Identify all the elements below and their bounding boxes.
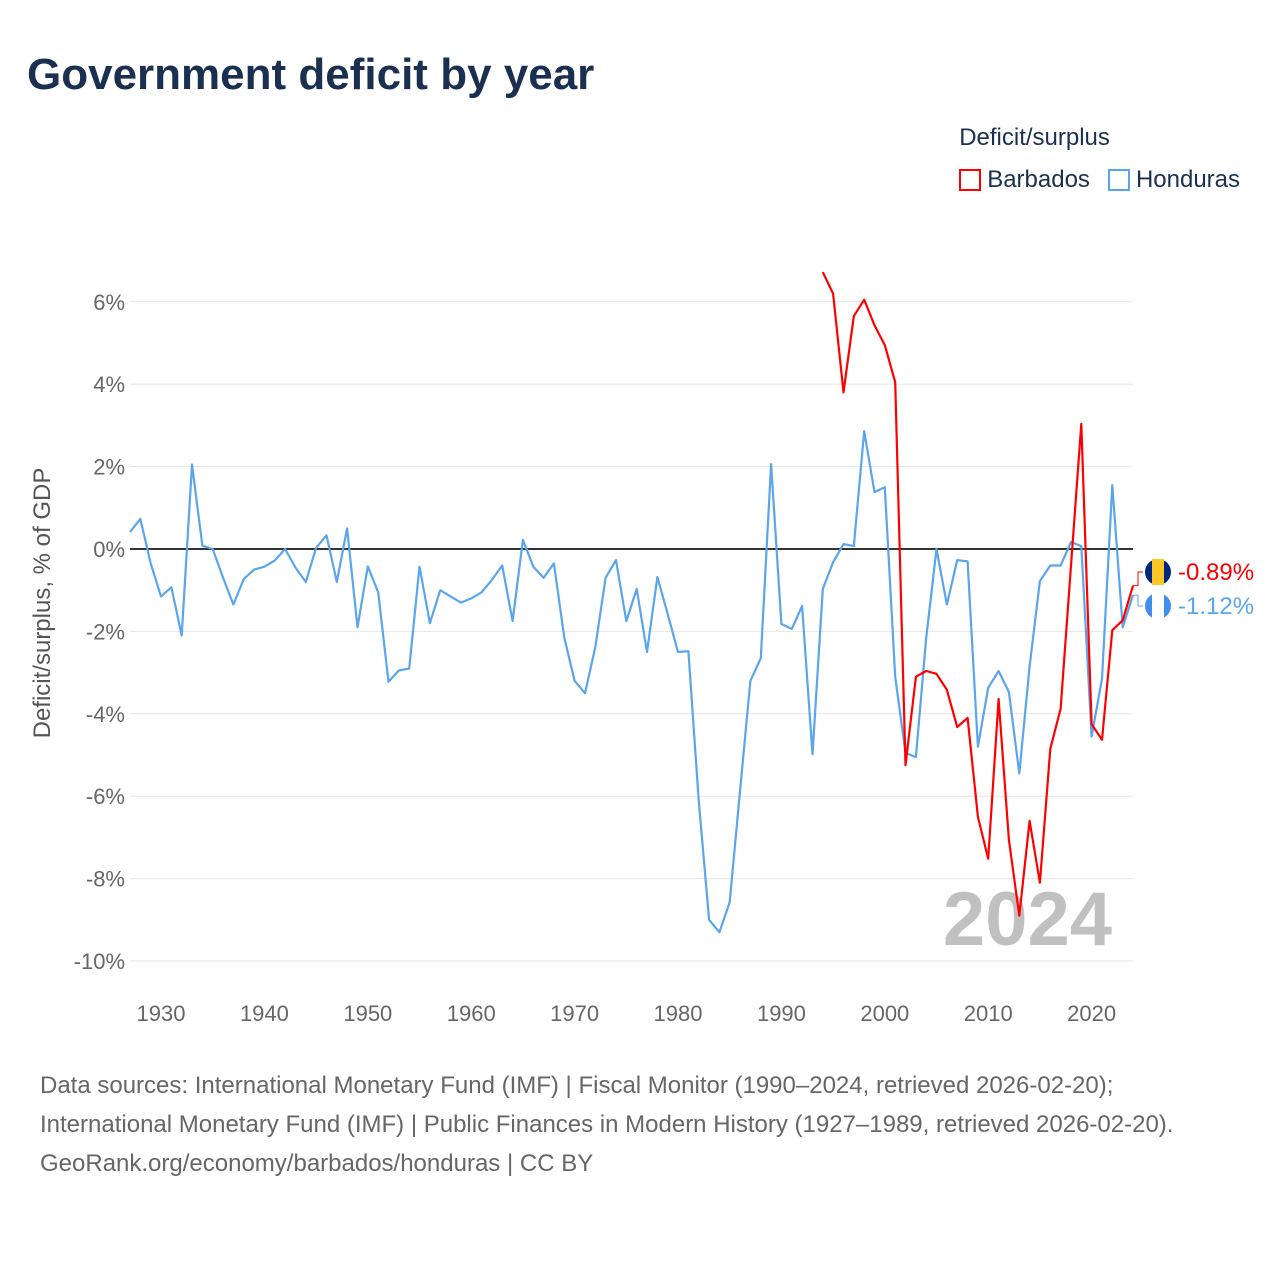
legend: Deficit/surplus Barbados Honduras	[959, 124, 1240, 194]
flag-honduras-icon	[1145, 593, 1171, 619]
sources: Data sources: International Monetary Fun…	[40, 1066, 1240, 1183]
flag-stripe	[1152, 559, 1164, 585]
legend-item-honduras[interactable]: Honduras	[1107, 166, 1240, 194]
y-tick-label: 2%	[93, 455, 125, 480]
year-watermark: 2024	[943, 877, 1112, 962]
y-tick-label: 6%	[93, 290, 125, 315]
legend-label: Honduras	[1135, 166, 1240, 193]
x-tick-label: 1970	[550, 1001, 599, 1026]
legend-swatch	[959, 169, 982, 191]
x-tick-label: 2020	[1067, 1001, 1116, 1026]
x-tick-label: 1940	[240, 1001, 289, 1026]
series-line-barbados	[821, 271, 1135, 917]
y-tick-label: 0%	[93, 537, 125, 562]
end-label-barbados: -0.89%	[1178, 559, 1254, 586]
y-tick-label: -2%	[86, 619, 125, 644]
x-tick-label: 1990	[757, 1001, 806, 1026]
series-line-honduras	[129, 430, 1135, 934]
x-tick-label: 1930	[137, 1001, 186, 1026]
end-label-honduras: -1.12%	[1178, 593, 1254, 620]
x-tick-label: 1980	[654, 1001, 703, 1026]
label-connector	[1133, 594, 1143, 607]
y-tick-label: -10%	[74, 949, 125, 974]
flag-stripe	[1152, 593, 1164, 619]
legend-swatch	[1107, 169, 1130, 191]
x-tick-label: 1950	[343, 1001, 392, 1026]
y-tick-label: -4%	[86, 702, 125, 727]
y-axis-label: Deficit/surplus, % of GDP	[29, 468, 56, 739]
legend-item-barbados[interactable]: Barbados	[959, 166, 1090, 194]
flag-barbados-icon	[1145, 559, 1171, 585]
legend-title: Deficit/surplus	[959, 124, 1110, 151]
attribution-link[interactable]: GeoRank.org/economy/barbados/honduras | …	[40, 1150, 594, 1177]
y-tick-label: 4%	[93, 372, 125, 397]
data-sources-text: Data sources: International Monetary Fun…	[40, 1072, 1174, 1138]
x-tick-label: 1960	[447, 1001, 496, 1026]
x-tick-label: 2000	[860, 1001, 909, 1026]
chart-title: Government deficit by year	[27, 50, 595, 99]
legend-label: Barbados	[987, 166, 1090, 193]
y-tick-label: -6%	[86, 784, 125, 809]
y-tick-label: -8%	[86, 867, 125, 892]
label-connector	[1133, 571, 1143, 587]
x-tick-label: 2010	[964, 1001, 1013, 1026]
